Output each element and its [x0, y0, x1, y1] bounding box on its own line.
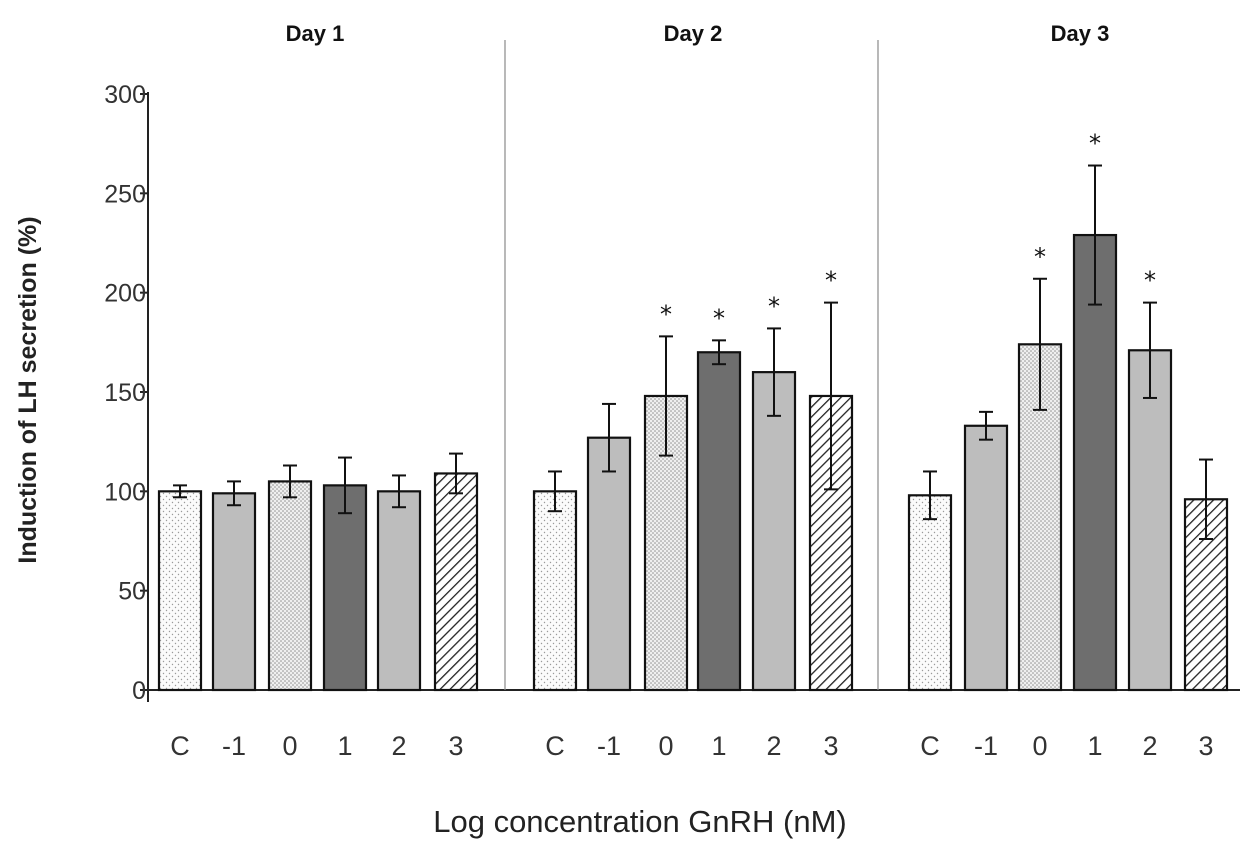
x-tick-label: C [545, 731, 565, 761]
panels: Day 1 C -1 0 1 2 3 Day 2 C -1 * 0 * 1 * 2 * 3 Day 3 C -1 * 0 * 1… [157, 21, 1229, 761]
panel-2: Day 2 C -1 * 0 * 1 * 2 * 3 [504, 21, 854, 761]
bar [751, 371, 797, 692]
x-tick-label: C [170, 731, 190, 761]
y-tick-label: 150 [104, 379, 146, 407]
bar [157, 490, 203, 692]
y-tick-label: 200 [104, 280, 146, 308]
bar [1072, 233, 1118, 692]
bar [211, 492, 257, 692]
x-tick-label: 0 [658, 731, 673, 761]
significance-star: * [1089, 130, 1101, 158]
y-tick-label: 100 [104, 478, 146, 506]
bar [376, 490, 422, 692]
x-tick-label: 1 [337, 731, 352, 761]
panel-title: Day 3 [1051, 21, 1110, 46]
panel-title: Day 2 [664, 21, 723, 46]
x-tick-label: 1 [1087, 731, 1102, 761]
x-tick-label: -1 [222, 731, 246, 761]
bar [322, 484, 368, 692]
x-tick-label: 0 [282, 731, 297, 761]
x-tick-label: 3 [1198, 731, 1213, 761]
bar [696, 351, 742, 692]
significance-star: * [660, 300, 672, 328]
y-tick-label: 300 [104, 81, 146, 109]
panel-title: Day 1 [286, 21, 345, 46]
bar [267, 480, 313, 692]
x-tick-label: 3 [823, 731, 838, 761]
bar [586, 436, 632, 692]
x-tick-label: -1 [597, 731, 621, 761]
significance-star: * [768, 292, 780, 320]
bar [532, 490, 578, 692]
x-tick-label: 0 [1032, 731, 1047, 761]
x-tick-label: 2 [391, 731, 406, 761]
bar [963, 424, 1009, 692]
y-axis-title: Induction of LH secretion (%) [14, 216, 42, 563]
x-tick-label: 3 [448, 731, 463, 761]
significance-star: * [713, 304, 725, 332]
significance-star: * [1034, 243, 1046, 271]
significance-star: * [825, 267, 837, 295]
bar [1127, 349, 1173, 692]
panel-1: Day 1 C -1 0 1 2 3 [157, 21, 479, 761]
bar [433, 472, 479, 692]
x-tick-label: 2 [1142, 731, 1157, 761]
x-tick-label: 2 [766, 731, 781, 761]
x-tick-label: 1 [711, 731, 726, 761]
y-tick-label: 250 [104, 180, 146, 208]
bar [907, 494, 953, 692]
y-tick-label: 0 [132, 677, 146, 705]
panel-3: Day 3 C -1 * 0 * 1 * 2 3 [877, 21, 1229, 761]
significance-star: * [1144, 267, 1156, 295]
x-tick-label: -1 [974, 731, 998, 761]
y-tick-label: 50 [118, 578, 146, 606]
x-tick-label: C [920, 731, 940, 761]
x-axis-title: Log concentration GnRH (nM) [433, 804, 847, 839]
